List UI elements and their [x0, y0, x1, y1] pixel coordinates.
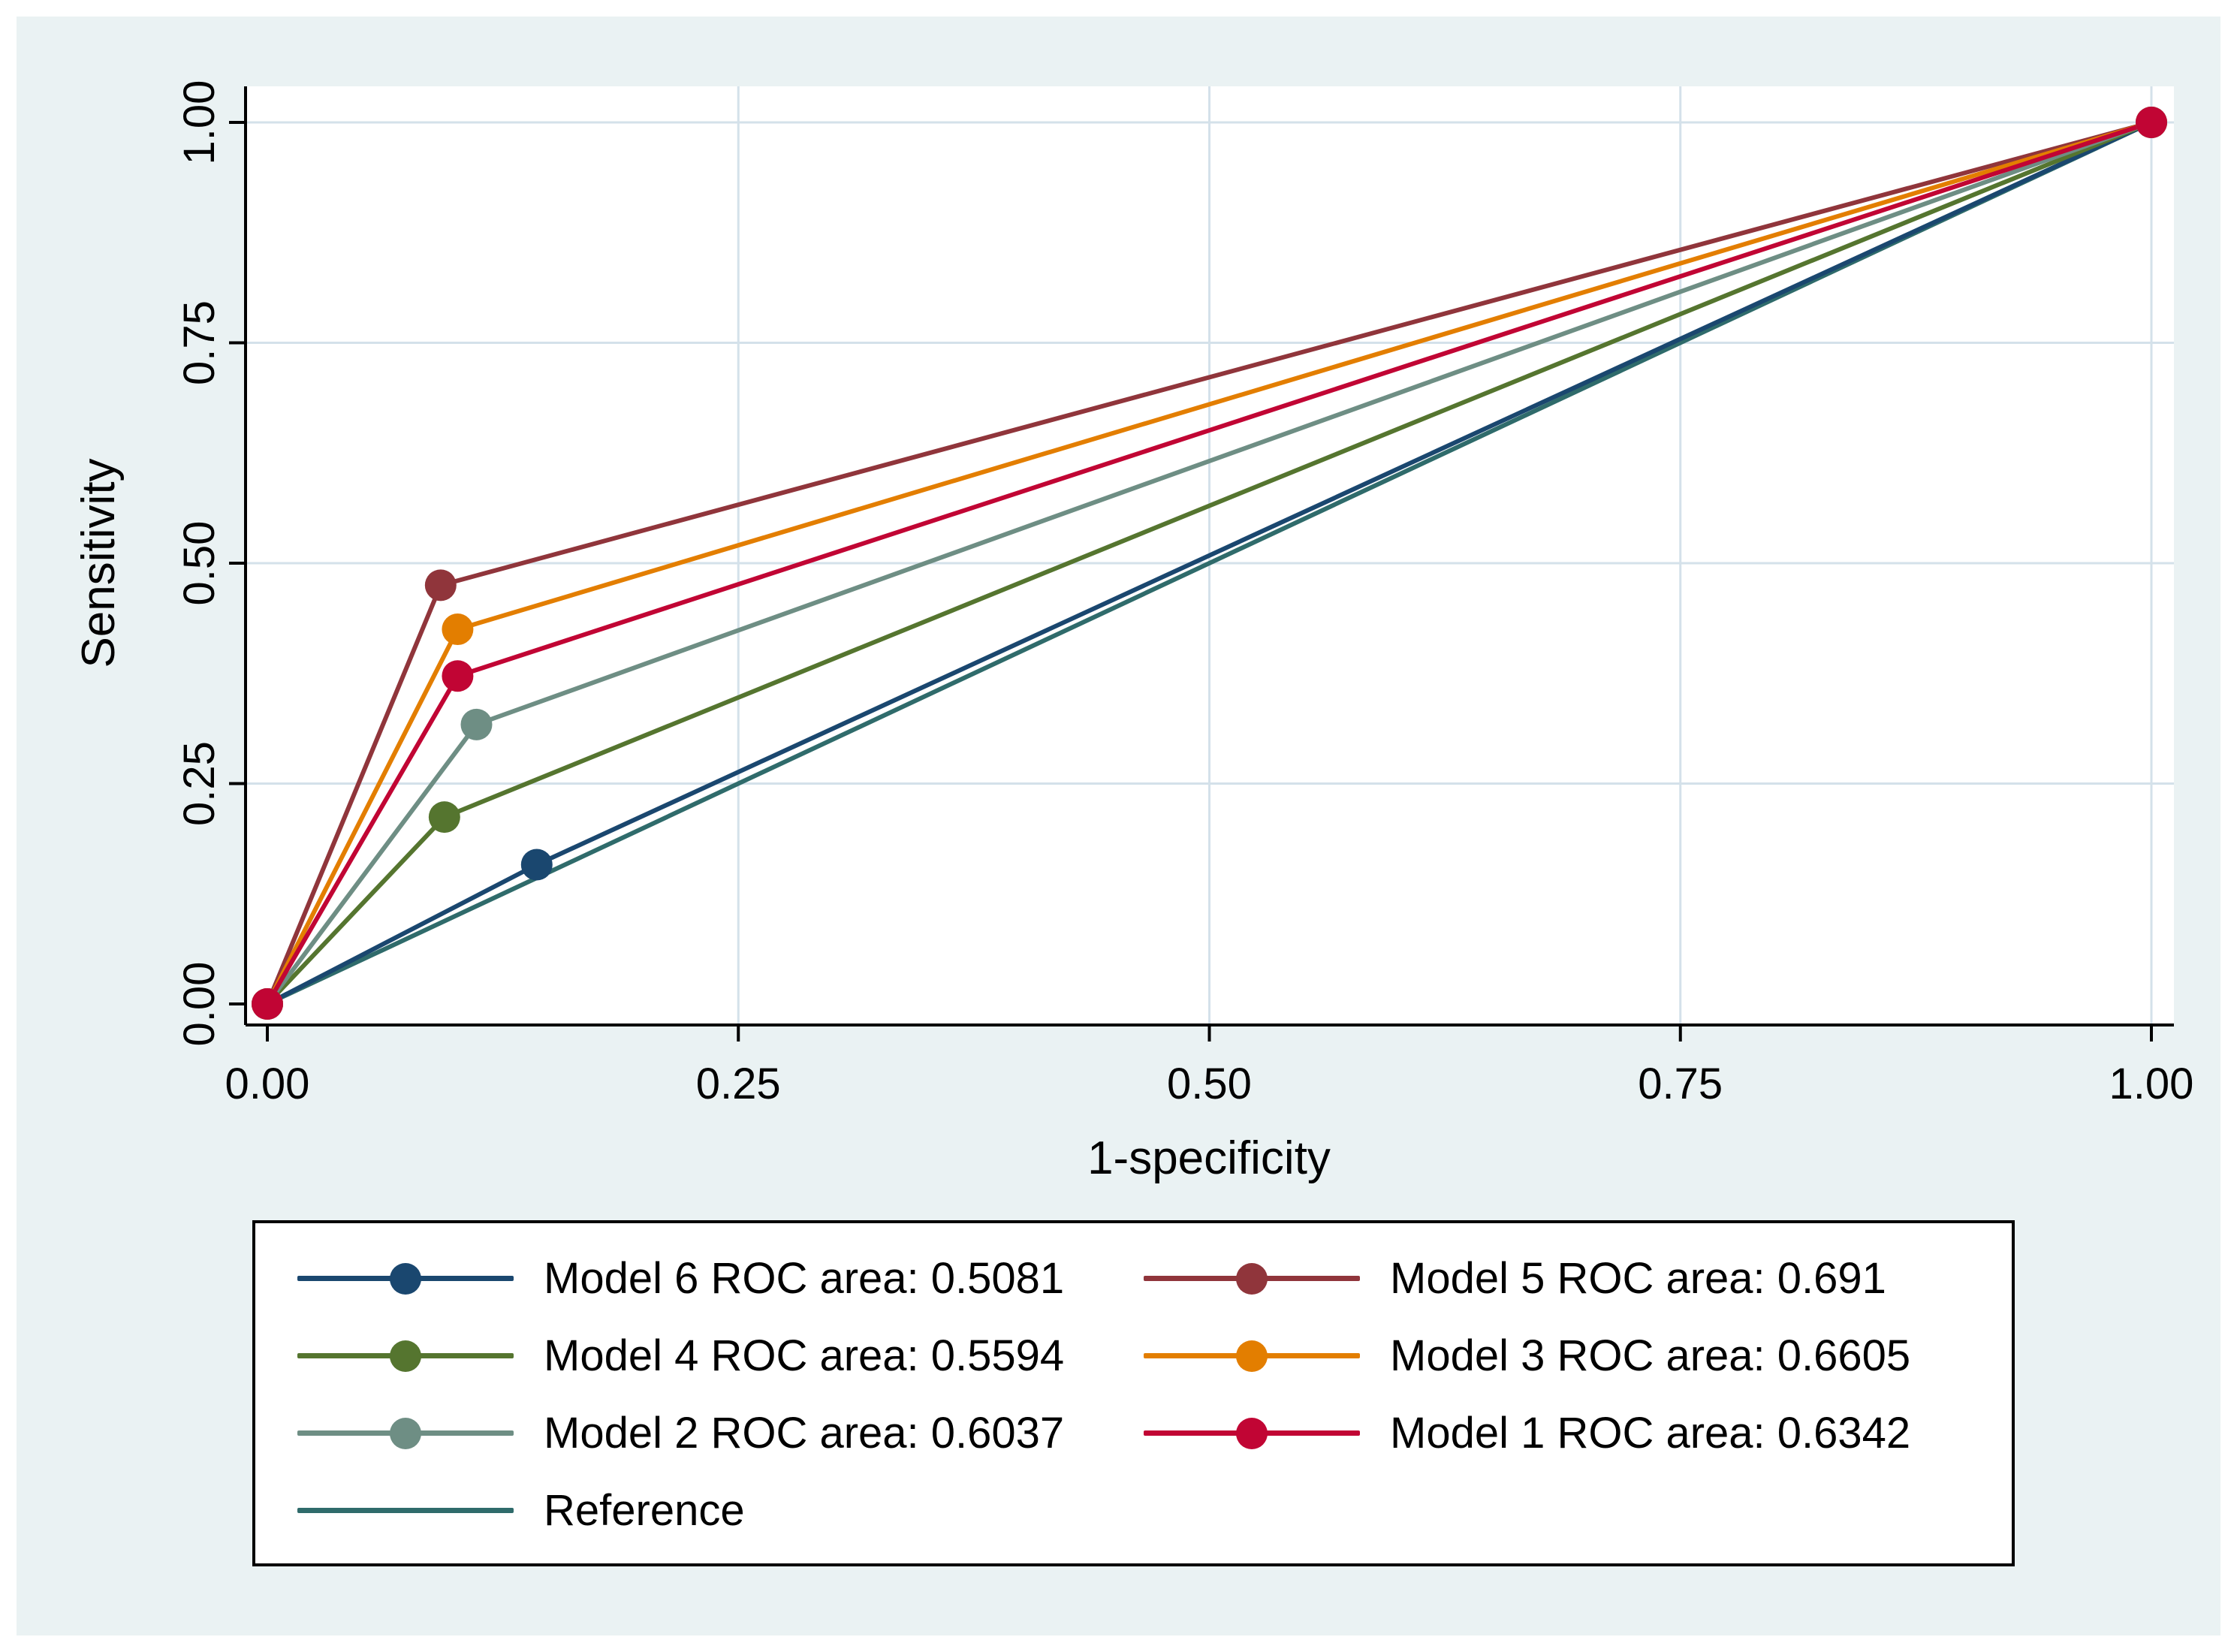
legend-line [297, 1417, 514, 1449]
legend-marker-icon [1236, 1340, 1268, 1372]
svg-text:0.50: 0.50 [175, 521, 224, 606]
legend-item-model-5: Model 5 ROC area: 0.691 [1144, 1253, 2012, 1304]
legend-marker-icon [390, 1262, 421, 1295]
series-marker-icon [428, 801, 460, 834]
legend-marker-icon [1236, 1262, 1268, 1295]
svg-text:0.00: 0.00 [175, 962, 224, 1047]
legend-item-model-3: Model 3 ROC area: 0.6605 [1144, 1331, 2012, 1381]
legend-marker-icon [1236, 1417, 1268, 1449]
x-axis-ticks: 0.00 0.25 0.50 0.75 1.00 [225, 1025, 2194, 1108]
legend-line [297, 1340, 514, 1372]
legend-marker-icon [390, 1417, 421, 1449]
legend-item-model-4: Model 4 ROC area: 0.5594 [297, 1331, 1144, 1381]
legend-label: Model 4 ROC area: 0.5594 [544, 1331, 1065, 1380]
svg-text:0.50: 0.50 [1167, 1060, 1252, 1108]
series-marker-icon [2136, 107, 2167, 138]
legend-label: Model 6 ROC area: 0.5081 [544, 1254, 1065, 1303]
series-marker-icon [442, 660, 474, 692]
legend-label: Model 5 ROC area: 0.691 [1390, 1254, 1886, 1303]
series-marker-icon [460, 708, 493, 740]
legend-label: Model 2 ROC area: 0.6037 [544, 1409, 1065, 1458]
legend-line [297, 1508, 514, 1513]
legend-item-model-6: Model 6 ROC area: 0.5081 [297, 1253, 1144, 1304]
legend-item-model-2: Model 2 ROC area: 0.6037 [297, 1408, 1144, 1458]
svg-text:0.75: 0.75 [175, 300, 224, 385]
svg-text:0.00: 0.00 [225, 1060, 310, 1108]
series-marker-icon [520, 849, 553, 881]
y-axis-ticks: 0.00 0.25 0.50 0.75 1.00 [175, 80, 246, 1047]
svg-text:0.75: 0.75 [1638, 1060, 1723, 1108]
legend-item-model-1: Model 1 ROC area: 0.6342 [1144, 1408, 2012, 1458]
legend-label: Reference [544, 1486, 745, 1535]
legend-line [297, 1262, 514, 1295]
x-axis-title: 1-specificity [1087, 1132, 1331, 1184]
svg-text:0.25: 0.25 [696, 1060, 781, 1108]
y-axis-title: Sensitivity [73, 458, 125, 668]
series [252, 107, 2167, 1020]
series-marker-icon [424, 569, 457, 601]
legend-line [1144, 1417, 1360, 1449]
legend-item-reference: Reference [297, 1485, 1144, 1536]
svg-text:1.00: 1.00 [175, 80, 224, 165]
legend-label: Model 3 ROC area: 0.6605 [1390, 1331, 1911, 1380]
legend-line [1144, 1340, 1360, 1372]
gridlines [246, 86, 2174, 1025]
series-marker-icon [442, 613, 474, 646]
legend-label: Model 1 ROC area: 0.6342 [1390, 1409, 1911, 1458]
svg-text:1.00: 1.00 [2109, 1060, 2194, 1108]
legend-line [1144, 1262, 1360, 1295]
legend-marker-icon [390, 1340, 421, 1372]
legend: Model 6 ROC area: 0.5081 Model 5 ROC are… [252, 1220, 2015, 1566]
series-marker-icon [252, 988, 283, 1020]
svg-text:0.25: 0.25 [175, 741, 224, 826]
series-line-reference [266, 120, 2153, 1006]
